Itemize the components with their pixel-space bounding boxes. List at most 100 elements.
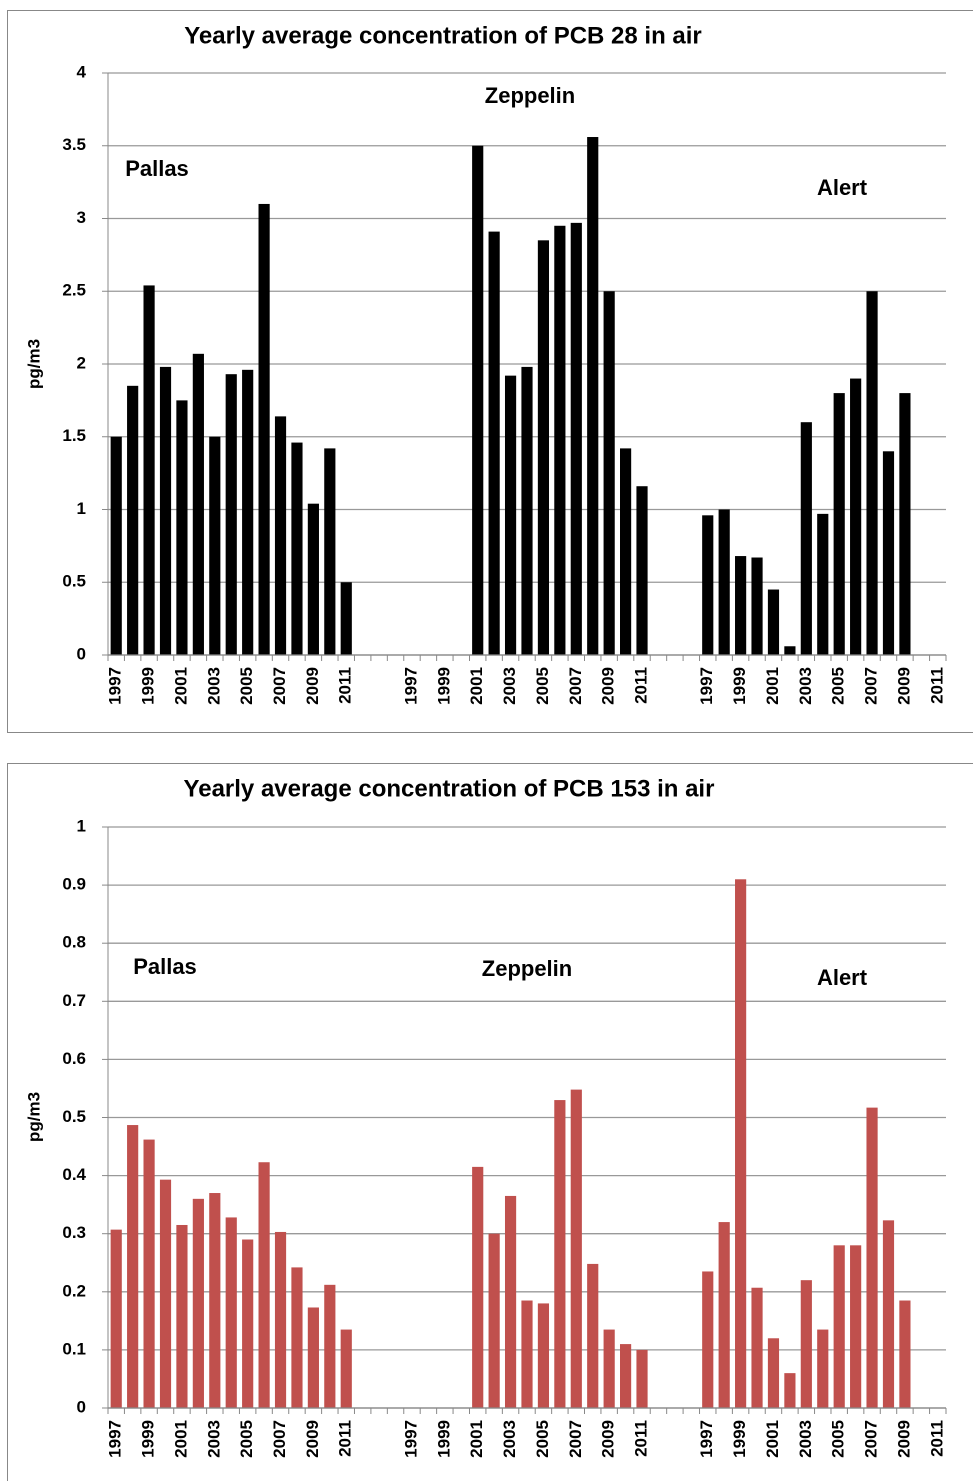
y-tick-label: 0.5 [62,1107,86,1126]
bar [899,393,911,655]
bar [866,1107,878,1408]
x-tick-label: 2001 [467,1420,486,1458]
x-tick-label: 2007 [270,1420,289,1458]
y-tick-label: 0.2 [62,1281,86,1300]
bar [340,1329,352,1408]
bar [636,1349,648,1408]
x-tick-label: 2003 [204,1420,223,1458]
x-tick-label: 2005 [237,1420,256,1458]
bar [274,416,287,655]
x-tick-label: 2009 [599,1420,618,1458]
y-tick-label: 0.4 [62,1165,86,1184]
x-tick-label: 1997 [106,667,125,705]
bar [603,1329,615,1408]
annotation: Zeppelin [485,83,575,108]
x-tick-label: 1999 [730,1420,749,1458]
bar [554,225,566,655]
x-tick-label: 2011 [632,1420,651,1457]
bar [159,1179,172,1408]
bar [307,503,319,655]
bar [242,369,254,655]
bar [603,291,615,655]
bar [127,385,139,655]
bar [258,203,270,655]
bar [225,1217,237,1408]
bar [817,1329,829,1408]
x-tick-label: 2001 [171,1420,190,1458]
bar [274,1231,287,1408]
bar [192,1198,204,1408]
bar [767,589,780,655]
x-tick-label: 2007 [566,667,585,705]
y-tick-label: 3.5 [62,135,86,154]
bar [767,1338,780,1408]
panel-frame [7,10,973,733]
bar [587,137,599,655]
x-tick-label: 2005 [533,1420,552,1458]
x-tick-label: 1999 [139,1420,158,1458]
bar [537,1303,550,1408]
bar [850,378,862,655]
bar [537,240,550,655]
bar [570,1089,582,1408]
x-tick-label: 2009 [303,1420,322,1458]
y-tick-label: 4 [77,62,87,81]
annotation: Pallas [133,954,197,979]
bar [110,1229,122,1408]
bar [833,393,845,655]
y-tick-label: 3 [77,208,86,227]
bar [800,422,812,655]
x-tick-label: 2007 [862,667,881,705]
annotation: Pallas [125,156,189,181]
y-tick-label: 2 [77,353,86,372]
y-tick-label: 0 [77,644,86,663]
bar [176,1224,188,1408]
bar [751,1287,763,1408]
x-tick-label: 2007 [270,667,289,705]
x-tick-label: 2011 [336,1420,355,1457]
y-tick-label: 0.9 [62,875,86,894]
x-tick-label: 1999 [434,1420,453,1458]
bar [192,353,204,655]
bar [702,515,714,655]
bar [620,448,632,655]
x-tick-label: 1997 [106,1420,125,1458]
bar [488,231,500,655]
bar [833,1245,845,1408]
x-tick-label: 2003 [204,667,223,705]
y-tick-label: 1 [77,816,86,835]
x-tick-label: 1997 [697,1420,716,1458]
y-tick-label: 0.1 [62,1339,86,1358]
bar [899,1300,911,1408]
y-tick-label: 1.5 [62,426,86,445]
x-tick-label: 2003 [796,667,815,705]
bar [488,1233,500,1408]
x-tick-label: 2009 [599,667,618,705]
bar [324,1284,336,1408]
bar [784,1373,796,1408]
x-tick-label: 2003 [500,1420,519,1458]
bar [718,1222,730,1408]
x-tick-label: 2009 [894,667,913,705]
bar [800,1280,812,1408]
y-tick-label: 0 [77,1397,86,1416]
y-axis-label: pg/m3 [24,339,43,389]
bar [127,1125,139,1408]
annotation: Alert [817,175,868,200]
bar [882,451,895,655]
panel-frame [7,763,973,1481]
bar [735,556,747,655]
x-tick-label: 2001 [763,667,782,705]
bar [554,1100,566,1408]
y-tick-label: 0.7 [62,991,86,1010]
chart-title: Yearly average concentration of PCB 153 … [184,775,715,802]
y-tick-label: 0.3 [62,1223,86,1242]
bar [209,1193,221,1408]
x-tick-label: 2003 [500,667,519,705]
x-tick-label: 1999 [434,667,453,705]
bar [735,879,747,1408]
x-tick-label: 2011 [927,1420,946,1457]
bar [225,374,237,655]
